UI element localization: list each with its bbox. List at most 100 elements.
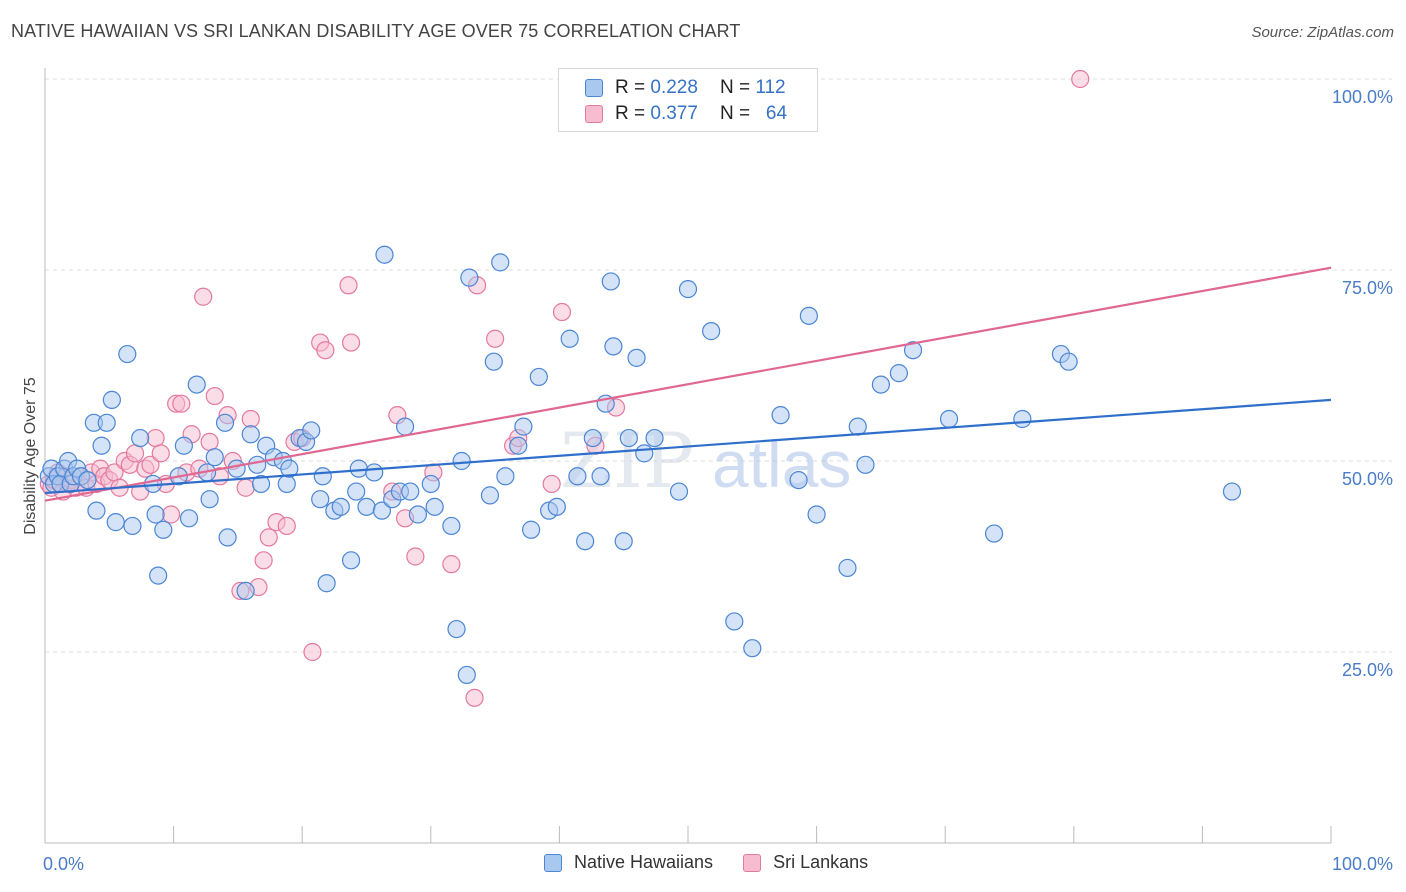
point-native-hawaiians bbox=[92, 436, 111, 455]
y-axis-label: Disability Age Over 75 bbox=[22, 377, 39, 535]
gridlines bbox=[45, 78, 1392, 653]
point-native-hawaiians bbox=[200, 490, 219, 509]
trend-lines bbox=[44, 266, 1332, 502]
point-native-hawaiians bbox=[174, 436, 193, 455]
point-native-hawaiians bbox=[408, 505, 428, 524]
x-tick-label: 0.0% bbox=[43, 854, 84, 874]
point-native-hawaiians bbox=[848, 417, 867, 436]
point-native-hawaiians bbox=[460, 268, 479, 287]
point-native-hawaiians bbox=[645, 428, 664, 448]
point-sri-lankans bbox=[341, 333, 361, 352]
chart-title: NATIVE HAWAIIAN VS SRI LANKAN DISABILITY… bbox=[11, 21, 741, 41]
point-native-hawaiians bbox=[447, 619, 466, 639]
point-native-hawaiians bbox=[480, 486, 500, 505]
legend-row-sri-lankans: R = 0.377 N = 64 bbox=[585, 103, 787, 125]
legend-swatch-blue bbox=[585, 79, 603, 97]
point-native-hawaiians bbox=[241, 425, 260, 444]
series-legend: Native Hawaiians Sri Lankans bbox=[544, 852, 898, 873]
point-native-hawaiians bbox=[347, 482, 366, 501]
point-sri-lankans bbox=[146, 428, 165, 448]
point-native-hawaiians bbox=[179, 509, 199, 528]
point-native-hawaiians bbox=[372, 501, 392, 520]
legend-r-value: 0.377 bbox=[650, 103, 698, 124]
point-native-hawaiians bbox=[514, 417, 533, 436]
point-native-hawaiians bbox=[856, 455, 875, 474]
point-native-hawaiians bbox=[614, 532, 633, 551]
point-native-hawaiians bbox=[277, 474, 296, 494]
point-native-hawaiians bbox=[313, 467, 332, 486]
legend-item-sri-lankans[interactable]: Sri Lankans bbox=[743, 852, 868, 873]
point-native-hawaiians bbox=[547, 497, 566, 516]
point-native-hawaiians bbox=[218, 528, 237, 547]
point-native-hawaiians bbox=[341, 551, 361, 570]
point-sri-lankans bbox=[339, 276, 358, 295]
y-tick-label: 25.0% bbox=[1342, 660, 1393, 680]
point-native-hawaiians bbox=[149, 566, 168, 585]
point-sri-lankans bbox=[277, 516, 296, 536]
point-native-hawaiians bbox=[484, 352, 503, 371]
point-sri-lankans bbox=[303, 642, 322, 662]
point-native-hawaiians bbox=[591, 467, 610, 486]
point-native-hawaiians bbox=[375, 245, 394, 264]
point-native-hawaiians bbox=[702, 322, 721, 341]
point-native-hawaiians bbox=[365, 463, 384, 482]
point-sri-lankans bbox=[200, 432, 219, 451]
point-sri-lankans bbox=[406, 547, 425, 566]
point-sri-lankans bbox=[486, 329, 505, 348]
point-native-hawaiians bbox=[78, 471, 97, 490]
legend-swatch-pink bbox=[743, 853, 762, 872]
tick-labels: 100.0% 75.0% 50.0% 25.0% 0.0% 100.0% bbox=[43, 87, 1393, 874]
point-native-hawaiians bbox=[601, 272, 620, 291]
point-native-hawaiians bbox=[395, 417, 415, 436]
watermark-atlas: atlas bbox=[712, 427, 851, 501]
axes bbox=[44, 68, 1332, 844]
point-sri-lankans bbox=[542, 474, 561, 494]
legend-item-native-hawaiians[interactable]: Native Hawaiians bbox=[544, 852, 713, 873]
y-tick-label: 50.0% bbox=[1342, 469, 1393, 489]
point-native-hawaiians bbox=[302, 421, 321, 440]
point-sri-lankans bbox=[161, 505, 181, 524]
point-native-hawaiians bbox=[311, 490, 330, 509]
point-native-hawaiians bbox=[491, 253, 510, 272]
point-native-hawaiians bbox=[236, 581, 255, 600]
point-native-hawaiians bbox=[939, 409, 959, 429]
point-sri-lankans bbox=[236, 478, 255, 497]
legend-label: Sri Lankans bbox=[773, 852, 869, 872]
point-native-hawaiians bbox=[331, 497, 350, 516]
point-sri-lankans bbox=[151, 444, 170, 463]
point-native-hawaiians bbox=[1059, 352, 1078, 371]
point-native-hawaiians bbox=[97, 413, 116, 432]
point-sri-lankans bbox=[241, 409, 260, 429]
legend-n-value: 64 bbox=[765, 103, 788, 124]
point-native-hawaiians bbox=[509, 436, 528, 455]
point-sri-lankans bbox=[259, 528, 278, 547]
series-native-hawaiians-points bbox=[39, 245, 1242, 685]
point-sri-lankans bbox=[254, 551, 273, 570]
point-native-hawaiians bbox=[421, 474, 440, 494]
point-native-hawaiians bbox=[560, 329, 579, 348]
point-native-hawaiians bbox=[903, 341, 923, 360]
legend-swatch-pink bbox=[585, 105, 603, 123]
point-native-hawaiians bbox=[568, 467, 587, 486]
point-native-hawaiians bbox=[317, 574, 336, 593]
legend-r-value: 0.228 bbox=[650, 77, 698, 98]
point-native-hawaiians bbox=[496, 467, 515, 486]
point-native-hawaiians bbox=[442, 516, 461, 536]
point-native-hawaiians bbox=[187, 375, 206, 394]
point-native-hawaiians bbox=[102, 390, 121, 409]
point-native-hawaiians bbox=[889, 364, 909, 383]
point-native-hawaiians bbox=[984, 524, 1004, 543]
point-native-hawaiians bbox=[248, 455, 267, 474]
point-native-hawaiians bbox=[146, 505, 165, 524]
point-native-hawaiians bbox=[280, 459, 299, 478]
point-sri-lankans bbox=[172, 394, 191, 413]
point-sri-lankans bbox=[442, 555, 461, 574]
point-native-hawaiians bbox=[452, 451, 471, 471]
point-native-hawaiians bbox=[401, 482, 420, 501]
point-sri-lankans bbox=[316, 341, 335, 360]
point-native-hawaiians bbox=[118, 344, 137, 364]
point-native-hawaiians bbox=[106, 513, 125, 532]
point-native-hawaiians bbox=[457, 665, 476, 685]
legend-n-label: N = bbox=[719, 103, 751, 124]
x-tick-label: 100.0% bbox=[1332, 854, 1393, 874]
